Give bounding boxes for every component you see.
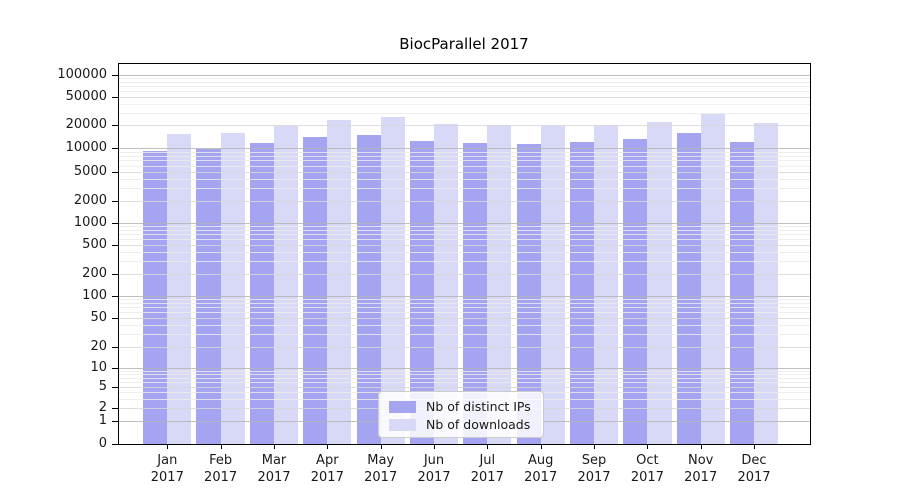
bar-downloads-sep [594,125,619,444]
bar-downloads-dec [754,123,779,444]
x-tick-label: Aug 2017 [524,453,558,485]
legend-label-downloads: Nb of downloads [426,417,531,432]
x-tick-mark [434,445,435,449]
x-tick-label: Nov 2017 [684,453,718,485]
x-tick-mark [540,445,542,449]
bar-distinct-ips-dec [729,141,754,444]
bar-downloads-apr [327,119,352,444]
y-tick-label: 1 [98,413,107,428]
legend: Nb of distinct IPs Nb of downloads [378,391,544,438]
bar-downloads-oct [647,121,672,444]
x-tick-mark [487,445,489,449]
y-tick-mark [112,148,118,150]
y-tick-mark [112,367,118,369]
y-tick-mark [112,274,118,276]
y-tick-label: 50 [90,309,107,325]
x-tick-mark [594,445,595,449]
x-tick-mark [327,445,329,449]
x-tick-label: Mar 2017 [257,453,291,485]
bar-downloads-feb [220,132,245,444]
y-tick-mark [112,296,118,297]
x-tick-mark [700,445,702,449]
y-tick-label: 5 [98,378,107,394]
chart-title: BiocParallel 2017 [399,35,529,53]
y-tick-mark [112,444,118,445]
bar-distinct-ips-apr [303,136,328,444]
y-tick-mark [112,245,118,246]
x-tick-label: Apr 2017 [310,453,344,485]
y-tick-label: 1000 [73,214,107,230]
y-tick-label: 0 [98,436,107,451]
y-tick-label: 20 [90,338,107,354]
legend-row-ips: Nb of distinct IPs [389,398,543,415]
y-tick-label: 2 [98,400,107,416]
bar-downloads-aug [540,125,565,444]
bar-distinct-ips-jan [143,150,168,444]
y-tick-label: 10000 [65,140,107,156]
bar-downloads-jan [167,133,192,444]
x-tick-mark [380,445,382,449]
y-tick-label: 10 [90,359,107,375]
bar-downloads-mar [274,126,299,444]
y-tick-mark [112,386,118,388]
x-tick-label: Jul 2017 [470,453,504,485]
bar-downloads-nov [700,114,725,444]
bar-distinct-ips-feb [196,148,221,444]
y-tick-label: 200 [82,266,107,282]
y-tick-mark [112,317,118,319]
y-tick-mark [112,96,118,98]
y-tick-mark [112,346,118,348]
x-tick-mark [220,445,222,449]
y-tick-label: 2000 [73,193,107,208]
bar-downloads-jun [434,123,459,444]
y-tick-label: 500 [82,237,107,252]
x-tick-label: Dec 2017 [737,453,771,485]
y-tick-mark [112,125,118,127]
y-tick-mark [112,75,118,76]
y-tick-label: 50000 [65,88,107,104]
x-tick-label: Jun 2017 [417,453,451,485]
y-tick-label: 5000 [73,163,107,179]
x-tick-label: Feb 2017 [204,453,238,485]
y-tick-mark [112,201,118,202]
x-tick-mark [647,445,649,449]
legend-swatch-downloads [389,418,416,431]
x-tick-label: Jan 2017 [150,453,184,485]
bar-downloads-jul [487,124,512,444]
x-tick-label: May 2017 [364,453,398,485]
x-tick-label: Oct 2017 [630,453,664,485]
y-tick-label: 100000 [57,67,107,82]
y-tick-mark [112,408,118,410]
y-tick-mark [112,222,118,224]
bars-layer [119,64,810,444]
legend-label-distinct-ips: Nb of distinct IPs [426,399,531,414]
plot-area: Nb of distinct IPs Nb of downloads [118,63,811,445]
bar-distinct-ips-mar [249,143,274,444]
y-tick-mark [112,421,118,422]
x-tick-mark [754,445,755,449]
legend-swatch-distinct-ips [389,400,416,413]
y-tick-mark [112,171,118,173]
bar-distinct-ips-oct [623,139,648,444]
bar-distinct-ips-sep [569,142,594,444]
x-tick-label: Sep 2017 [577,453,611,485]
bar-distinct-ips-nov [676,132,701,444]
y-tick-label: 20000 [65,117,107,133]
legend-row-downloads: Nb of downloads [389,416,543,433]
x-tick-mark [167,445,169,449]
y-tick-label: 100 [82,288,107,303]
x-tick-mark [274,445,275,449]
